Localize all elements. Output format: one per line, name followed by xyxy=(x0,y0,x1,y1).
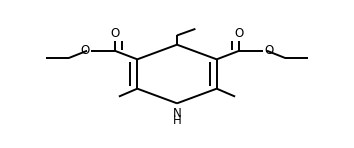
Text: O: O xyxy=(110,27,119,40)
Text: O: O xyxy=(235,27,244,40)
Text: H: H xyxy=(173,114,181,127)
Text: O: O xyxy=(264,44,274,57)
Text: N: N xyxy=(173,107,181,120)
Text: O: O xyxy=(80,44,90,57)
